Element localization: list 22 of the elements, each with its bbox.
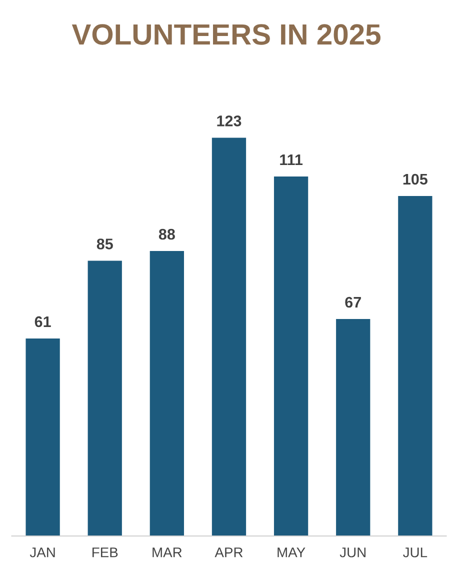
data-label: 61 (34, 316, 51, 328)
x-tick-label: MAY (278, 548, 306, 558)
data-label: 111 (280, 154, 303, 166)
data-label: 88 (158, 228, 175, 240)
bar (26, 338, 60, 536)
x-tick-label: JAN (30, 548, 55, 558)
x-tick-label: MAR (152, 548, 182, 558)
chart-title: VOLUNTEERS IN 2025 (72, 24, 380, 45)
x-tick-label: FEB (92, 548, 118, 558)
bar (336, 319, 370, 536)
bar (274, 176, 308, 536)
bar (150, 251, 184, 536)
x-tick-label: JUL (403, 548, 428, 558)
data-label: 105 (403, 174, 428, 185)
data-label: 85 (96, 238, 113, 250)
data-label: 123 (217, 116, 242, 126)
data-label: 67 (345, 296, 361, 308)
x-tick-label: JUN (340, 548, 366, 558)
bar (212, 138, 246, 536)
bar (398, 196, 432, 536)
x-tick-label: APR (214, 548, 243, 558)
bar (88, 260, 122, 536)
